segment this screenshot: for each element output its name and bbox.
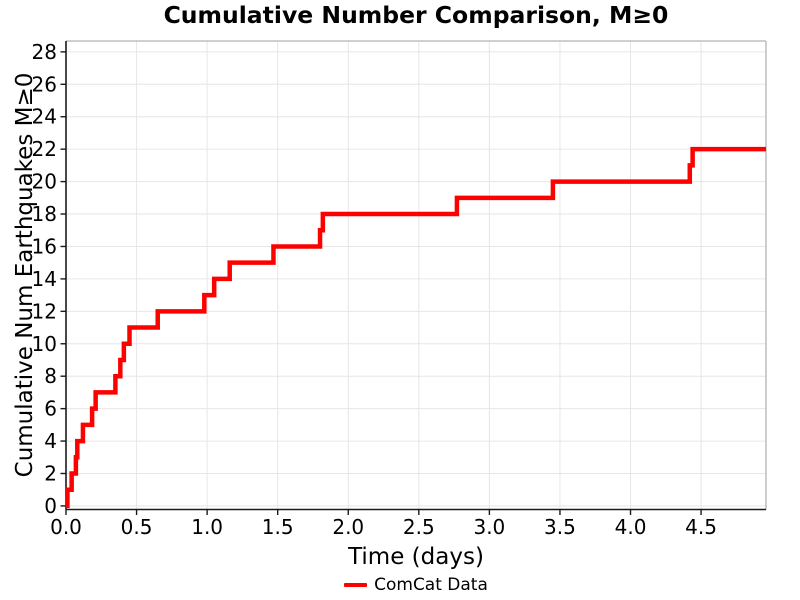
y-tick-label: 26 xyxy=(32,72,57,96)
x-tick-label: 2.5 xyxy=(403,515,435,539)
x-tick-label: 0.5 xyxy=(121,515,153,539)
x-tick-label: 1.0 xyxy=(191,515,223,539)
legend: ComCat Data xyxy=(66,574,766,596)
x-tick-label: 2.0 xyxy=(332,515,364,539)
y-tick-label: 18 xyxy=(32,202,57,226)
x-axis-label: Time (days) xyxy=(348,544,484,570)
comcat-step-line xyxy=(65,146,766,509)
x-tick-label: 0.0 xyxy=(50,515,82,539)
y-tick-label: 0 xyxy=(44,494,57,518)
x-tick-label: 4.5 xyxy=(685,515,717,539)
legend-line-swatch xyxy=(344,583,368,587)
y-tick-label: 24 xyxy=(32,105,57,129)
y-tick-label: 16 xyxy=(32,234,57,258)
y-tick-label: 8 xyxy=(44,364,57,388)
legend-label: ComCat Data xyxy=(374,575,488,595)
y-tick-label: 22 xyxy=(32,137,57,161)
y-tick-label: 2 xyxy=(44,461,57,485)
x-tick-label: 3.5 xyxy=(544,515,576,539)
y-tick-label: 14 xyxy=(32,267,57,291)
y-tick-label: 12 xyxy=(32,299,57,323)
x-tick-label: 3.0 xyxy=(473,515,505,539)
y-tick-label: 28 xyxy=(32,40,57,64)
y-tick-label: 20 xyxy=(32,170,57,194)
x-tick-label: 4.0 xyxy=(615,515,647,539)
y-tick-label: 6 xyxy=(44,397,57,421)
y-tick-label: 10 xyxy=(32,332,57,356)
x-tick-label: 1.5 xyxy=(262,515,294,539)
y-tick-label: 4 xyxy=(44,429,57,453)
chart-title: Cumulative Number Comparison, M≥0 xyxy=(163,1,669,29)
